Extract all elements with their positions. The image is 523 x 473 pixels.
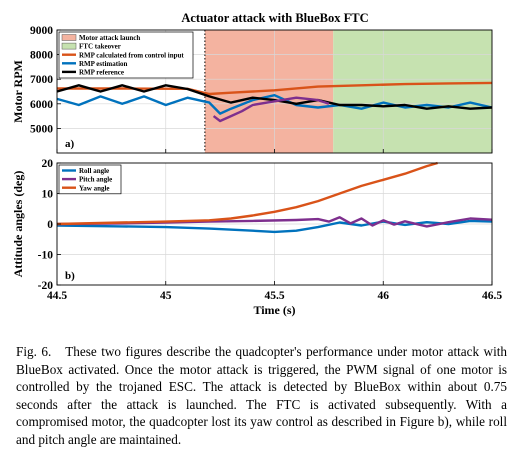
series-line-rmp-calculated-from-control-input <box>57 81 493 96</box>
y-tick-label: -20 <box>38 280 54 292</box>
x-tick-label: 45.5 <box>264 290 284 302</box>
y-tick-label: 6000 <box>30 99 53 111</box>
axes: -20 -10 0 10 20 44.5 45 45.5 46 46.5 <box>38 158 503 302</box>
chart-title: Actuator attack with BlueBox FTC <box>181 11 368 25</box>
x-tick-label: 44.5 <box>47 290 67 302</box>
figure-caption: Fig. 6. These two figures describe the qu… <box>16 343 507 449</box>
y-tick-label: 5000 <box>30 123 53 135</box>
y-axis-label: Attitude angles (deg) <box>11 171 25 278</box>
y-tick-label: 7000 <box>30 74 53 86</box>
panel-label: b) <box>65 270 75 282</box>
legend-label: Roll angle <box>79 167 109 175</box>
x-tick-label: 46.5 <box>482 290 502 302</box>
y-axis-label: Motor RPM <box>11 60 25 123</box>
panel-b-plot: -20 -10 0 10 20 44.5 45 45.5 46 46.5 Roll anglePi… <box>11 158 502 317</box>
y-tick-label: 9000 <box>30 25 53 37</box>
x-tick-label: 45 <box>160 290 172 302</box>
legend-swatch <box>61 34 77 41</box>
legend-label: Yaw angle <box>79 184 110 192</box>
axes: 5000 6000 7000 8000 9000 <box>30 25 493 154</box>
legend-label: RMP reference <box>79 69 124 77</box>
legend-label: FTC takeover <box>79 43 121 51</box>
series-line-yaw-angle <box>56 161 438 226</box>
legend-label: RMP estimation <box>79 60 128 68</box>
series-line-unlabeled-series <box>212 96 330 123</box>
series-lines <box>56 161 493 234</box>
y-tick-label: 10 <box>42 189 54 201</box>
legend-label: Motor attack launch <box>79 34 140 42</box>
x-axis-label: Time (s) <box>253 303 295 317</box>
legend-swatch <box>61 42 77 50</box>
legend-label: Pitch angle <box>79 176 112 184</box>
legend-box <box>58 31 194 79</box>
figure-canvas: Actuator attack with BlueBox FTC 5000 600… <box>11 11 502 317</box>
region-shading <box>204 30 492 153</box>
caption-text: These two figures describe the quadcopte… <box>16 344 508 447</box>
panel-a-plot: 5000 6000 7000 8000 9000 Motor attack launch… <box>11 25 493 154</box>
caption-label: Fig. 6. <box>16 344 52 359</box>
panel-label: a) <box>65 138 75 150</box>
y-tick-label: 20 <box>42 158 54 170</box>
region-ftc-takeover <box>333 30 492 153</box>
y-tick-label: -10 <box>38 250 54 262</box>
x-tick-label: 46 <box>378 290 390 302</box>
legend-label: RMP calculated from control input <box>79 51 184 59</box>
series-lines <box>56 81 493 123</box>
y-tick-label: 0 <box>47 219 53 231</box>
y-tick-label: 8000 <box>30 50 53 62</box>
series-line-pitch-angle <box>56 216 493 228</box>
